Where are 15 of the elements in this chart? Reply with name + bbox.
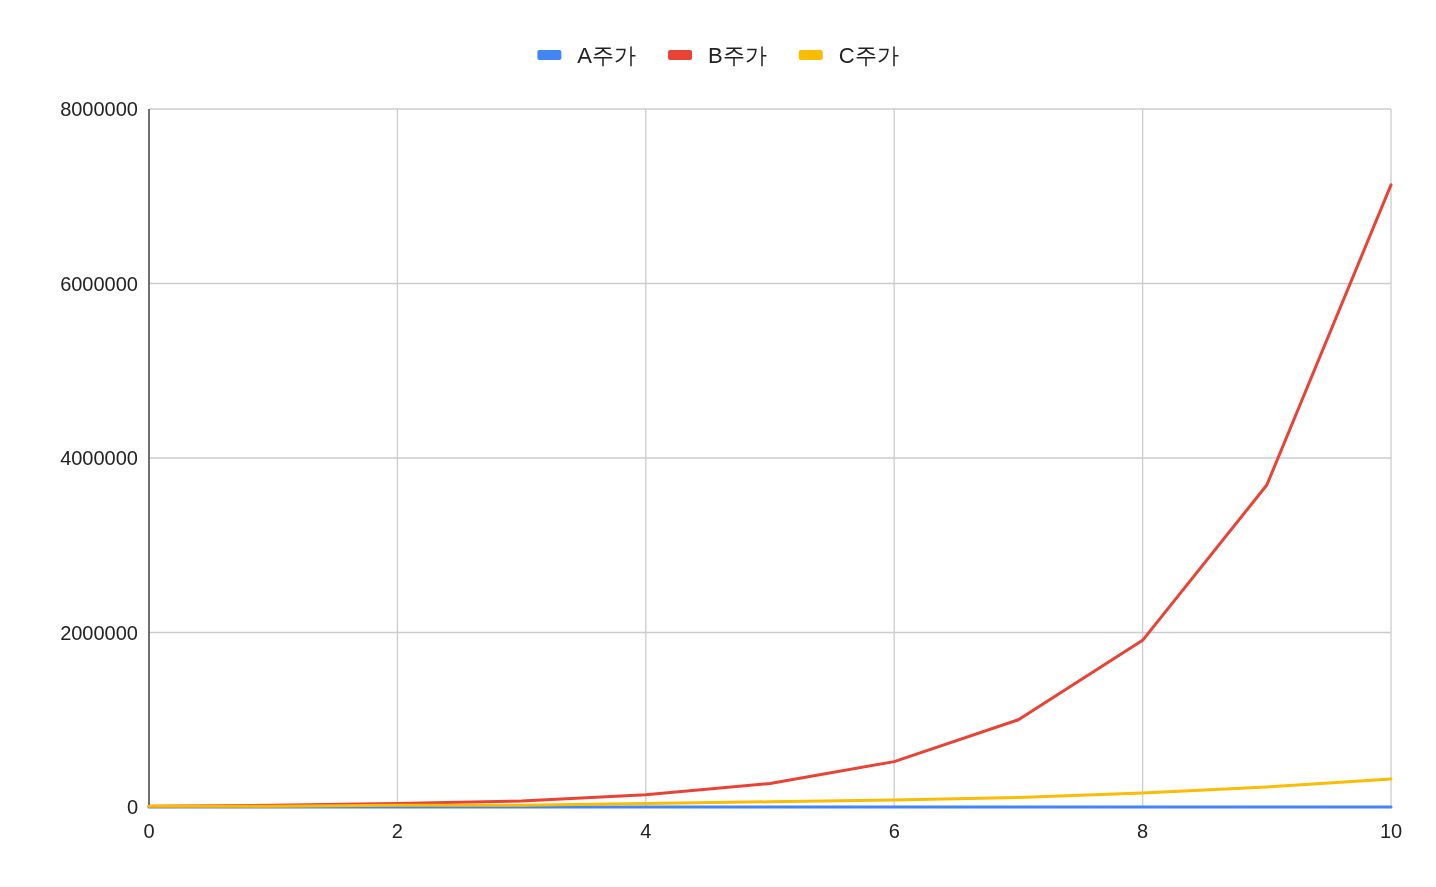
x-tick-label: 2 [391,820,403,842]
legend-label: A주가 [577,43,637,68]
y-tick-label: 6000000 [60,272,138,295]
y-tick-label: 8000000 [60,98,138,120]
y-tick-label: 2000000 [60,621,138,644]
legend-label: C주가 [838,43,899,68]
x-tick-label: 10 [1379,820,1403,842]
x-tick-label: 0 [143,820,155,842]
y-tick-label: 0 [126,796,138,818]
y-tick-label: 4000000 [60,447,138,469]
x-tick-label: 4 [640,820,652,842]
legend-label: B주가 [708,43,767,68]
line-series [147,777,1393,808]
x-tick-label: 6 [888,820,900,842]
x-tick-label: 8 [1137,820,1149,842]
